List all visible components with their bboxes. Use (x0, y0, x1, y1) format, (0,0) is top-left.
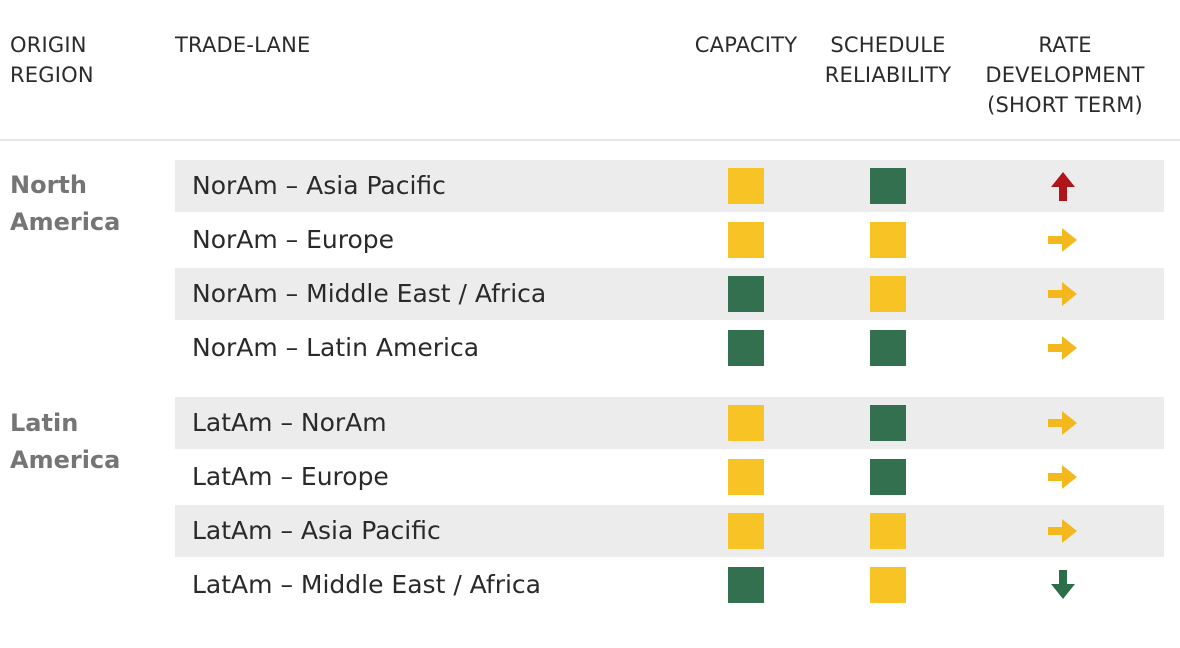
header-schedule-reliability: SCHEDULE RELIABILITY (824, 33, 952, 87)
table-row: LatAm – Middle East / Africa (175, 559, 1164, 611)
arrow-right-icon (1045, 276, 1081, 312)
schedule-reliability-indicator (870, 168, 906, 204)
header-capacity: CAPACITY (694, 33, 798, 57)
header-rate-development: RATE DEVELOPMENT (SHORT TERM) (985, 33, 1145, 117)
trade-lane-label: NorAm – Latin America (192, 333, 480, 362)
arrow-down-icon (1045, 567, 1081, 603)
trade-lane-label: LatAm – Asia Pacific (192, 516, 441, 545)
capacity-indicator (728, 276, 764, 312)
arrow-right-icon (1045, 330, 1081, 366)
trade-lane-label: NorAm – Middle East / Africa (192, 279, 547, 308)
table-row: NorAm – Europe (175, 214, 1164, 266)
schedule-reliability-indicator (870, 276, 906, 312)
schedule-reliability-indicator (870, 222, 906, 258)
schedule-reliability-indicator (870, 513, 906, 549)
table-row: LatAm – NorAm (175, 397, 1164, 449)
trade-lane-label: LatAm – Europe (192, 462, 389, 491)
trade-lane-label: LatAm – NorAm (192, 408, 387, 437)
table-row: NorAm – Latin America (175, 322, 1164, 374)
header-trade-lane: TRADE-LANE (175, 33, 311, 57)
table-row: LatAm – Europe (175, 451, 1164, 503)
header-origin-region: ORIGIN REGION (10, 33, 94, 87)
capacity-indicator (728, 168, 764, 204)
region-label-north-america: North America (10, 171, 121, 236)
arrow-right-icon (1045, 222, 1081, 258)
arrow-right-icon (1045, 405, 1081, 441)
schedule-reliability-indicator (870, 405, 906, 441)
arrow-right-icon (1045, 459, 1081, 495)
region-label-latin-america: Latin America (10, 409, 121, 474)
schedule-reliability-indicator (870, 567, 906, 603)
table-row: NorAm – Middle East / Africa (175, 268, 1164, 320)
arrow-up-icon (1045, 168, 1081, 204)
capacity-indicator (728, 459, 764, 495)
trade-lane-label: NorAm – Europe (192, 225, 395, 254)
table-row: LatAm – Asia Pacific (175, 505, 1164, 557)
trade-lane-label: LatAm – Middle East / Africa (192, 570, 541, 599)
schedule-reliability-indicator (870, 330, 906, 366)
capacity-indicator (728, 567, 764, 603)
header-divider (0, 139, 1180, 141)
table-row: NorAm – Asia Pacific (175, 160, 1164, 212)
capacity-indicator (728, 222, 764, 258)
capacity-indicator (728, 405, 764, 441)
trade-lane-label: NorAm – Asia Pacific (192, 171, 446, 200)
arrow-right-icon (1045, 513, 1081, 549)
capacity-indicator (728, 513, 764, 549)
capacity-indicator (728, 330, 764, 366)
schedule-reliability-indicator (870, 459, 906, 495)
